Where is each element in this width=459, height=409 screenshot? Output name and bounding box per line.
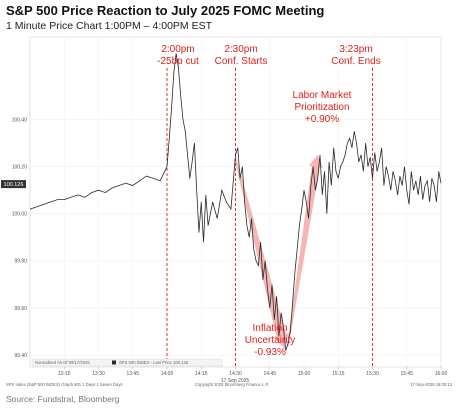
legend-swatch: [112, 360, 116, 365]
annotation-cut-label: -25bp cut: [157, 56, 199, 67]
y-tick-label: 100.40: [12, 117, 28, 123]
y-tick-label: 100.00: [12, 212, 28, 218]
annotation-inflation-3: -0.93%: [254, 347, 286, 358]
last-price-tag: 100.126: [1, 180, 26, 189]
x-tick-label: 13:30: [92, 371, 105, 377]
legend-normalised: Normalised As Of 09/17/2025: [35, 360, 90, 365]
up-arrow: [286, 154, 323, 347]
annotation-conf-start-label: Conf. Starts: [215, 56, 268, 67]
annotation-cut-time: 2:00pm: [161, 44, 194, 55]
annotation-inflation-2: Uncertainty: [245, 335, 296, 346]
annotation-conf-start-time: 2:30pm: [224, 44, 257, 55]
legend-series: SPX 500 INDEX - Last Price 100.126: [119, 360, 189, 365]
annotation-inflation-1: Inflation: [252, 323, 287, 334]
legend: Normalised As Of 09/17/2025 SPX 500 INDE…: [31, 358, 223, 367]
chart-title: S&P 500 Price Reaction to July 2025 FOMC…: [6, 3, 325, 18]
annotation-labor-2: Prioritization: [294, 102, 349, 113]
down-arrow: [234, 158, 289, 349]
chart-subtitle: 1 Minute Price Chart 1:00PM – 4:00PM EST: [6, 20, 213, 32]
x-date-label: 17 Sep 2025: [221, 378, 250, 384]
x-tick-label: 13:15: [58, 371, 71, 377]
x-tick-label: 15:45: [400, 371, 413, 377]
y-tick-label: 99.80: [14, 259, 27, 265]
annotation-labor-3: +0.90%: [305, 114, 339, 125]
x-tick-label: 14:00: [161, 371, 174, 377]
y-axis: 100.40 100.20 100.00 99.80 99.60 99.40: [12, 117, 28, 359]
x-tick-label: 16:00: [435, 371, 448, 377]
x-tick-label: 15:30: [366, 371, 379, 377]
x-tick-label: 15:15: [332, 371, 345, 377]
x-tick-label: 14:30: [229, 371, 242, 377]
footer-mid: Copyright 2025 Bloomberg Finance L.P.: [195, 382, 269, 387]
y-tick-label: 99.40: [14, 353, 27, 359]
y-tick-label: 99.60: [14, 306, 27, 312]
x-axis: 13:15 13:30 13:45 14:00 14:15 14:30 14:45 15:00…: [58, 367, 447, 377]
footer-right: 17-Sep-2025 16:00:13: [410, 382, 452, 387]
x-tick-label: 15:00: [298, 371, 311, 377]
annotation-conf-end-label: Conf. Ends: [331, 56, 380, 67]
x-tick-label: 13:45: [126, 371, 139, 377]
x-tick-label: 14:15: [195, 371, 208, 377]
x-tick-label: 14:45: [263, 371, 276, 377]
y-tick-label: 100.20: [12, 164, 28, 170]
annotation-conf-end-time: 3:23pm: [339, 44, 372, 55]
source-note: Source: Fundstrat, Bloomberg: [6, 394, 120, 404]
price-series-line: [29, 53, 442, 351]
footer-left: SPX Index (S&P 500 INDEX) Graph 601 1 Da…: [6, 382, 123, 387]
annotation-labor-1: Labor Market: [293, 90, 352, 101]
arrows: [234, 154, 323, 349]
last-price-label: 100.126: [4, 182, 24, 188]
